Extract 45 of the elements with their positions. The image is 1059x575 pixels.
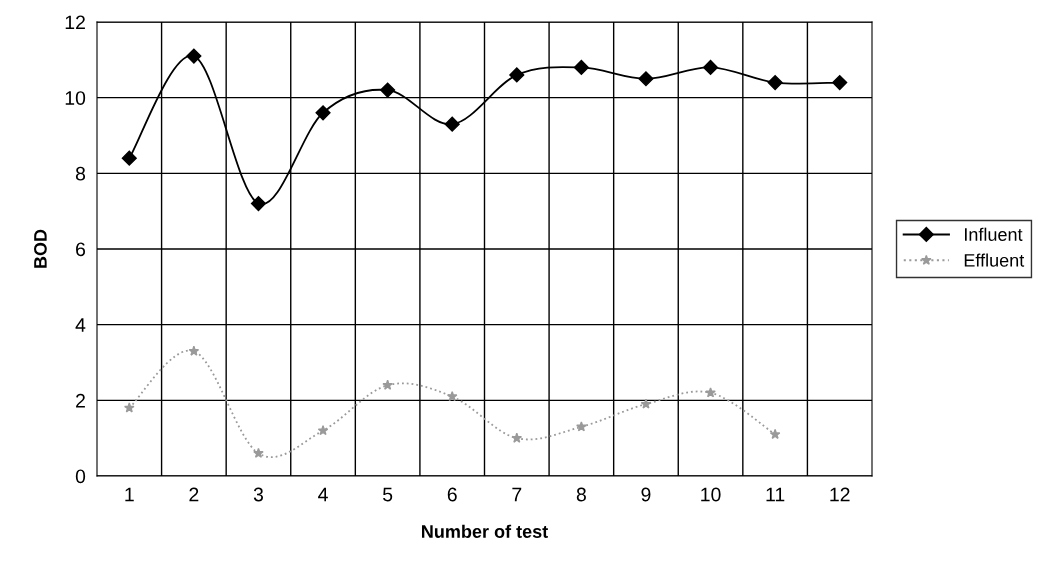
point xyxy=(121,150,137,166)
x-axis-title: Number of test xyxy=(422,524,548,538)
x-tick-label: 6 xyxy=(447,487,457,502)
point xyxy=(446,390,458,402)
y-tick-label: 12 xyxy=(65,15,85,30)
x-tick-label: 8 xyxy=(576,487,586,502)
point xyxy=(702,59,719,75)
y-tick-label: 4 xyxy=(75,318,86,332)
y-tick-label: 0 xyxy=(75,469,86,484)
y-tick-label: 6 xyxy=(76,242,86,257)
legend-label: Influent xyxy=(965,227,1023,241)
y-axis-title: BOD xyxy=(34,229,47,268)
point xyxy=(573,59,589,75)
y-tick-label: 2 xyxy=(76,393,85,408)
x-tick-label: 11 xyxy=(766,487,785,502)
point xyxy=(832,74,848,91)
point xyxy=(188,345,200,356)
x-tick-label: 1 xyxy=(125,487,134,502)
point xyxy=(317,425,329,436)
point xyxy=(769,428,781,440)
point xyxy=(638,71,654,87)
x-tick-label: 9 xyxy=(641,487,651,502)
point xyxy=(382,379,393,390)
point xyxy=(186,48,202,64)
x-tick-label: 12 xyxy=(830,487,850,502)
x-tick-label: 10 xyxy=(701,487,721,502)
point xyxy=(509,67,525,83)
x-tick-label: 4 xyxy=(318,487,328,502)
point xyxy=(253,447,264,458)
point xyxy=(444,116,460,132)
x-tick-label: 5 xyxy=(383,487,393,502)
point xyxy=(250,196,267,212)
point xyxy=(315,105,331,121)
point xyxy=(511,432,523,443)
x-tick-label: 7 xyxy=(512,487,522,502)
point xyxy=(123,402,135,413)
x-tick-label: 3 xyxy=(253,487,264,502)
point xyxy=(576,421,587,432)
point xyxy=(640,398,652,409)
y-tick-label: 10 xyxy=(65,91,86,105)
legend-label: Effluent xyxy=(964,253,1025,267)
point xyxy=(380,82,396,98)
x-tick-label: 2 xyxy=(189,487,199,502)
point xyxy=(767,74,783,91)
y-tick-label: 8 xyxy=(75,166,86,181)
